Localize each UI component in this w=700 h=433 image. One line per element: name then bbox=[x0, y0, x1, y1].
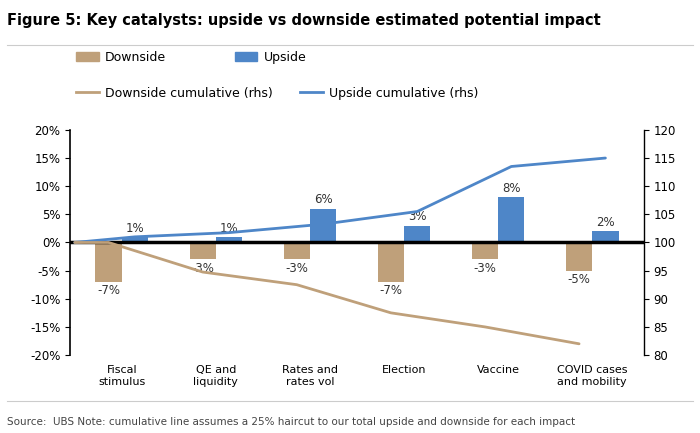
Legend: Downside cumulative (rhs), Upside cumulative (rhs): Downside cumulative (rhs), Upside cumula… bbox=[76, 87, 478, 100]
Text: -3%: -3% bbox=[473, 262, 496, 275]
Text: Source:  UBS Note: cumulative line assumes a 25% haircut to our total upside and: Source: UBS Note: cumulative line assume… bbox=[7, 417, 575, 427]
Bar bbox=[404, 226, 430, 242]
Text: -3%: -3% bbox=[286, 262, 308, 275]
Bar bbox=[310, 209, 336, 242]
Text: 2%: 2% bbox=[596, 216, 615, 229]
Bar bbox=[190, 242, 216, 259]
Upside cumulative (rhs) bbox=[225, 230, 233, 235]
Bar bbox=[592, 231, 619, 242]
Upside cumulative (rhs) bbox=[131, 234, 139, 239]
Bar bbox=[284, 242, 310, 259]
Text: -7%: -7% bbox=[379, 284, 402, 297]
Downside cumulative (rhs) bbox=[386, 310, 395, 315]
Downside cumulative (rhs) bbox=[481, 324, 489, 330]
Downside cumulative (rhs) bbox=[575, 341, 583, 346]
Text: 1%: 1% bbox=[220, 222, 238, 235]
Bar bbox=[498, 197, 524, 242]
Line: Downside cumulative (rhs): Downside cumulative (rhs) bbox=[75, 242, 579, 344]
Text: 1%: 1% bbox=[125, 222, 144, 235]
Text: 8%: 8% bbox=[502, 182, 521, 195]
Bar bbox=[216, 237, 242, 242]
Downside cumulative (rhs) bbox=[71, 240, 79, 245]
Text: -5%: -5% bbox=[568, 273, 591, 286]
Text: Figure 5: Key catalysts: upside vs downside estimated potential impact: Figure 5: Key catalysts: upside vs downs… bbox=[7, 13, 601, 28]
Text: 6%: 6% bbox=[314, 194, 332, 207]
Upside cumulative (rhs) bbox=[507, 164, 515, 169]
Upside cumulative (rhs) bbox=[413, 209, 421, 214]
Upside cumulative (rhs) bbox=[71, 240, 79, 245]
Upside cumulative (rhs) bbox=[319, 222, 328, 227]
Bar bbox=[566, 242, 592, 271]
Bar bbox=[122, 237, 148, 242]
Upside cumulative (rhs) bbox=[601, 155, 610, 161]
Text: -7%: -7% bbox=[97, 284, 120, 297]
Downside cumulative (rhs) bbox=[104, 240, 113, 245]
Downside cumulative (rhs) bbox=[199, 269, 207, 275]
Line: Upside cumulative (rhs): Upside cumulative (rhs) bbox=[75, 158, 606, 242]
Bar bbox=[95, 242, 122, 282]
Text: -3%: -3% bbox=[191, 262, 214, 275]
Downside cumulative (rhs) bbox=[293, 282, 301, 287]
Bar bbox=[472, 242, 498, 259]
Text: 3%: 3% bbox=[408, 210, 426, 223]
Bar bbox=[378, 242, 404, 282]
